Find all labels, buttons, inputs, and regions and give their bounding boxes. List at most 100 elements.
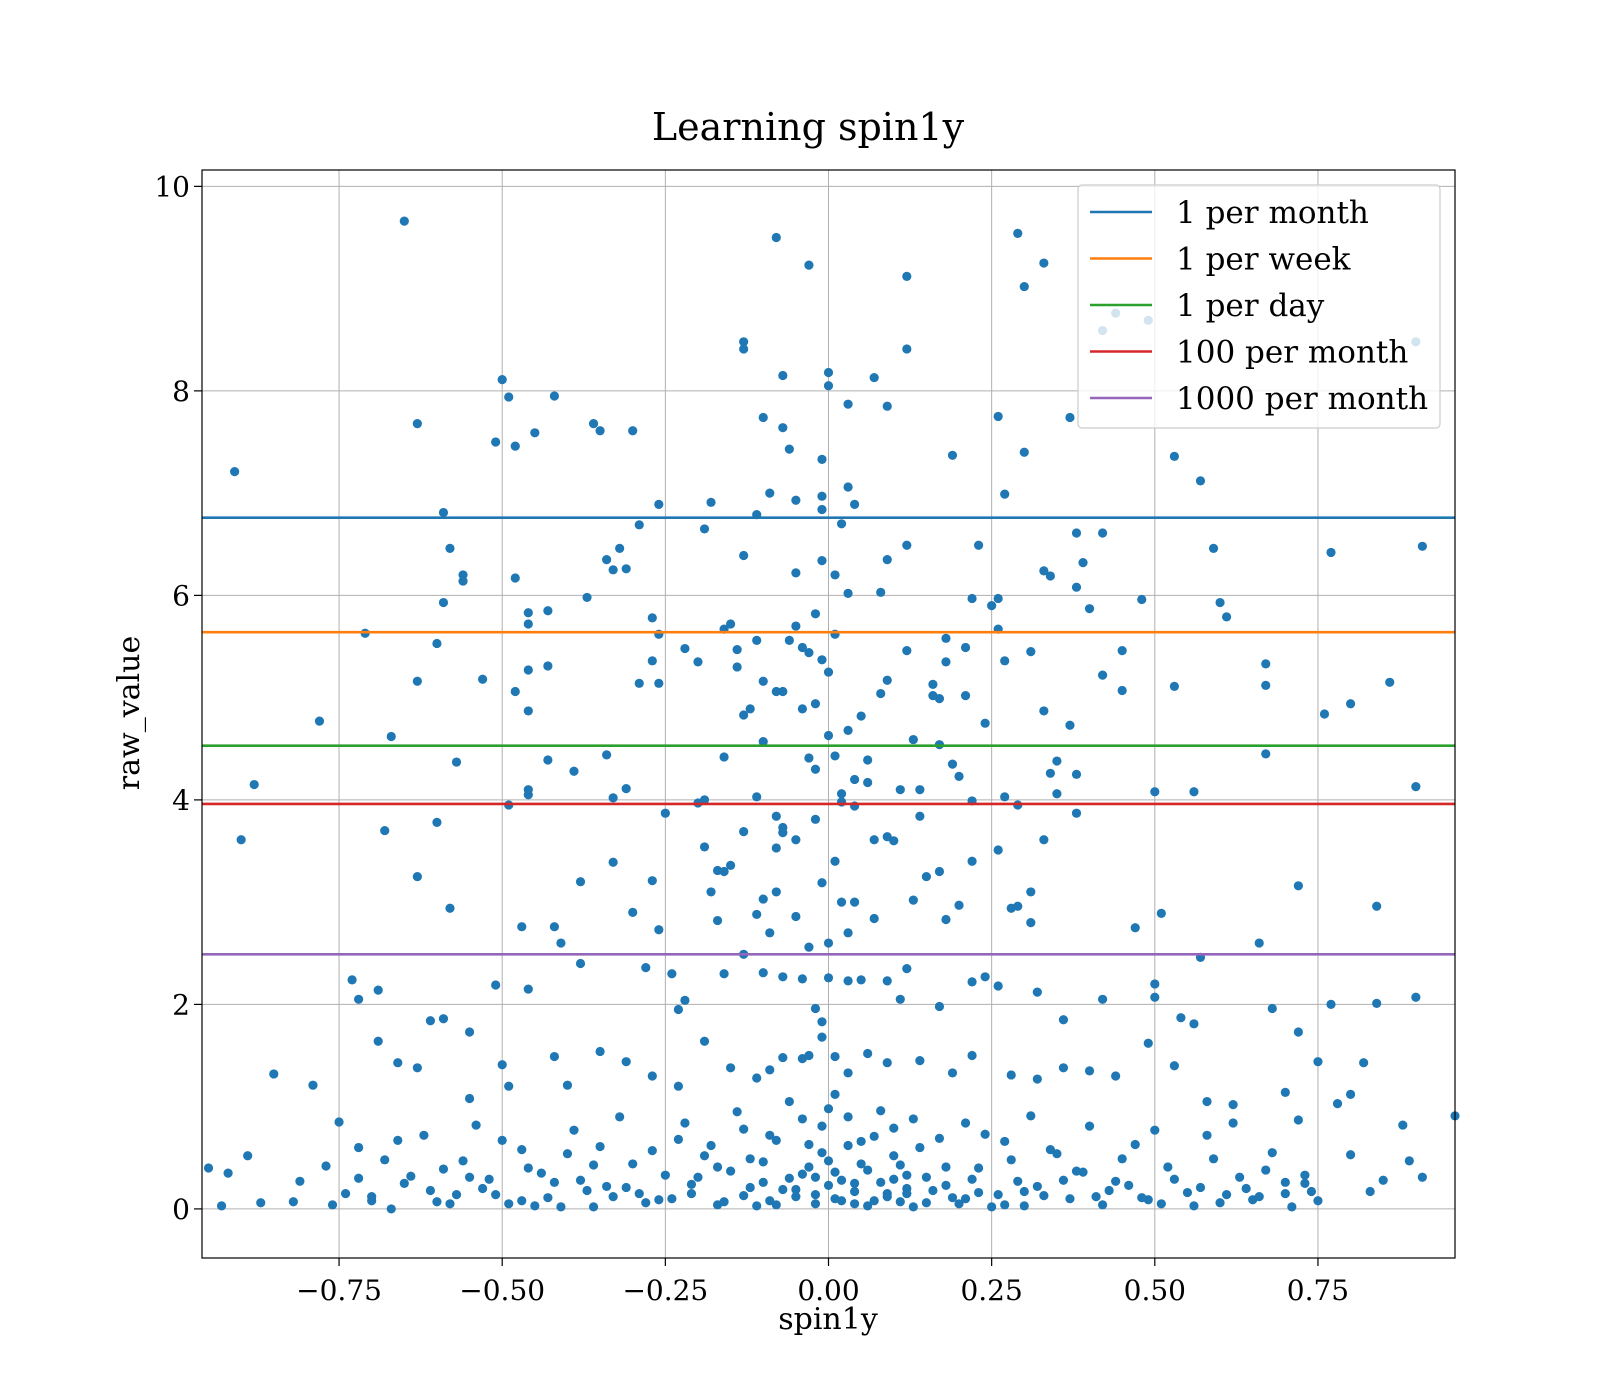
data-point — [752, 1073, 762, 1083]
data-point — [1039, 835, 1049, 845]
data-point — [758, 676, 768, 686]
data-point — [928, 1185, 938, 1196]
data-point — [934, 1133, 945, 1143]
data-point — [941, 657, 951, 667]
data-point — [608, 793, 618, 803]
data-point — [1221, 1190, 1232, 1200]
data-point — [980, 1129, 990, 1139]
data-point — [491, 980, 501, 990]
data-point — [1097, 528, 1108, 538]
data-point — [876, 1177, 886, 1187]
data-point — [354, 1173, 364, 1183]
data-point — [1163, 1162, 1173, 1172]
data-point — [393, 1135, 403, 1146]
data-point — [921, 871, 931, 882]
data-point — [817, 491, 827, 501]
data-point — [895, 994, 905, 1004]
data-point — [1176, 1013, 1186, 1023]
data-point — [478, 674, 488, 684]
data-point — [575, 1175, 586, 1185]
data-point — [1248, 1195, 1258, 1205]
data-point — [1293, 1115, 1303, 1125]
data-point — [765, 1065, 775, 1075]
data-point — [993, 593, 1003, 604]
x-tick-label: −0.75 — [296, 1274, 382, 1307]
data-point — [882, 675, 892, 685]
data-point — [445, 543, 455, 553]
data-point — [673, 1134, 684, 1144]
data-point — [915, 785, 925, 795]
data-point — [1300, 1178, 1310, 1188]
data-point — [902, 646, 912, 656]
data-point — [1267, 1003, 1277, 1014]
data-point — [1372, 901, 1382, 911]
data-point — [856, 1159, 866, 1169]
data-point — [778, 1052, 788, 1063]
legend-label: 100 per month — [1176, 335, 1408, 371]
data-point — [1026, 1111, 1036, 1121]
data-point — [699, 795, 710, 805]
data-point — [1071, 1166, 1082, 1176]
data-point — [1169, 1174, 1179, 1184]
data-point — [393, 1058, 403, 1068]
legend-label: 1 per week — [1176, 242, 1351, 278]
data-point — [1124, 1180, 1134, 1190]
data-point — [1150, 992, 1160, 1002]
data-point — [960, 690, 971, 701]
data-point — [699, 1036, 710, 1046]
data-point — [804, 648, 814, 658]
data-point — [1417, 541, 1427, 551]
data-point — [810, 1199, 821, 1209]
data-point — [863, 1201, 873, 1211]
data-point — [654, 678, 664, 688]
data-point — [876, 1106, 886, 1116]
data-point — [1019, 1186, 1029, 1197]
data-point — [889, 1151, 899, 1161]
data-point — [354, 994, 364, 1004]
data-point — [458, 576, 468, 586]
y-tick-label: 2 — [172, 988, 190, 1021]
data-point — [804, 753, 814, 763]
data-point — [758, 737, 768, 747]
data-point — [334, 1117, 344, 1127]
data-point — [1137, 1193, 1147, 1203]
x-tick-label: −0.50 — [459, 1274, 545, 1307]
y-axis-ticks: 0 2 4 6 8 10 — [154, 170, 202, 1226]
data-point — [1039, 566, 1049, 576]
data-point — [993, 845, 1003, 855]
data-point — [1189, 1019, 1199, 1029]
data-point — [517, 922, 527, 932]
data-point — [647, 656, 657, 666]
legend-box — [1077, 184, 1441, 429]
data-point — [216, 1201, 227, 1211]
data-point — [739, 710, 749, 720]
data-point — [758, 412, 768, 423]
data-point — [758, 1157, 768, 1167]
data-point — [1019, 447, 1029, 457]
data-point — [340, 1188, 351, 1199]
data-point — [1208, 543, 1219, 553]
data-point — [621, 564, 631, 574]
data-point — [863, 1165, 873, 1175]
data-point — [908, 1202, 918, 1212]
data-point — [1078, 558, 1088, 568]
data-point — [706, 497, 716, 507]
data-point — [1417, 1172, 1427, 1182]
data-point — [908, 1114, 918, 1124]
data-point — [1071, 808, 1082, 818]
data-point — [902, 1188, 912, 1199]
data-point — [432, 817, 442, 827]
data-point — [432, 1197, 442, 1207]
data-point — [980, 972, 990, 982]
data-point — [1058, 1015, 1069, 1025]
data-point — [530, 428, 540, 438]
x-axis-label: spin1y — [778, 1302, 878, 1337]
data-point — [791, 1192, 801, 1202]
data-point — [1169, 1061, 1179, 1071]
data-point — [523, 984, 533, 994]
data-point — [836, 789, 847, 799]
data-point — [1280, 1188, 1290, 1199]
data-point — [850, 897, 860, 907]
data-point — [771, 232, 781, 243]
data-point — [947, 1193, 958, 1203]
